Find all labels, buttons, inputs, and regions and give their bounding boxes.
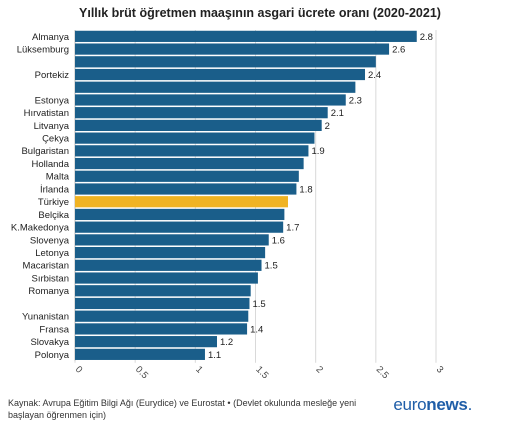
x-tick-label: 0.5 xyxy=(133,364,150,381)
category-label: Hollanda xyxy=(32,159,70,170)
bar xyxy=(75,208,285,221)
category-label: Estonya xyxy=(35,95,70,106)
data-label: 2.3 xyxy=(349,95,362,106)
bar xyxy=(75,157,304,170)
bar xyxy=(75,119,322,131)
bar xyxy=(75,336,217,348)
data-label: 1.9 xyxy=(311,146,324,157)
bar xyxy=(75,310,249,322)
bar xyxy=(75,170,299,182)
bar xyxy=(75,247,266,259)
x-axis-ticks: 0 0.5 1 1.5 2 2.5 3 xyxy=(73,364,446,381)
category-label: Macaristan xyxy=(23,261,69,272)
bar xyxy=(75,132,315,144)
data-label: 2.6 xyxy=(392,44,405,55)
data-label: 1.2 xyxy=(220,337,233,348)
bar xyxy=(75,145,309,157)
x-tick-label: 2 xyxy=(314,364,326,376)
x-tick-label: 3 xyxy=(434,364,446,376)
category-label: Lüksemburg xyxy=(17,44,69,55)
bar xyxy=(75,323,248,335)
brand-suffix: news xyxy=(426,395,468,414)
category-label: Almanya xyxy=(32,32,70,43)
x-tick-label: 0 xyxy=(73,364,85,376)
brand-prefix: euro xyxy=(393,395,427,414)
category-label: Slovakya xyxy=(30,337,69,348)
bar xyxy=(75,221,284,233)
bar xyxy=(75,107,328,119)
category-label: Belçika xyxy=(38,210,69,221)
category-label: Hırvatistan xyxy=(24,108,69,119)
x-tick-label: 2.5 xyxy=(374,364,391,381)
bar xyxy=(75,81,356,93)
bar xyxy=(75,285,251,297)
source-note: Kaynak: Avrupa Eğitim Bilgi Ağı (Eurydic… xyxy=(8,398,357,420)
bar xyxy=(75,56,376,68)
labels-layer: Almanya 2.8 Lüksemburg 2.6 Portekiz 2.4 Estony… xyxy=(11,32,433,361)
bar xyxy=(75,68,366,81)
category-label: Litvanya xyxy=(34,121,70,132)
category-label: Türkiye xyxy=(38,197,69,208)
bars-layer xyxy=(75,30,417,360)
category-label: Çekya xyxy=(42,134,70,145)
data-label: 1.5 xyxy=(252,299,265,310)
bar xyxy=(75,94,346,106)
category-label: Yunanistan xyxy=(22,312,69,323)
category-label: İrlanda xyxy=(40,184,70,195)
category-label: Romanya xyxy=(28,286,69,297)
data-label: 1.7 xyxy=(286,223,299,234)
data-label: 1.6 xyxy=(272,235,285,246)
chart-title: Yıllık brüt öğretmen maaşının asgari ücr… xyxy=(79,6,441,20)
category-label: Sırbistan xyxy=(32,273,70,284)
category-label: Slovenya xyxy=(30,235,70,246)
data-label: 1.1 xyxy=(208,350,221,361)
category-label: Letonya xyxy=(35,248,70,259)
data-label: 2.1 xyxy=(331,108,344,119)
category-label: Portekiz xyxy=(35,70,70,81)
category-label: Bulgaristan xyxy=(21,146,69,157)
category-label: Fransa xyxy=(39,324,69,335)
bar xyxy=(75,272,258,284)
data-label: 2 xyxy=(325,121,330,132)
bar xyxy=(75,30,417,42)
category-label: Polonya xyxy=(35,350,70,361)
bar xyxy=(75,234,269,246)
brand-dot: . xyxy=(467,395,473,414)
data-label: 1.5 xyxy=(265,261,278,272)
bar xyxy=(75,297,250,310)
bar xyxy=(75,259,262,271)
bar xyxy=(75,183,297,195)
data-label: 2.8 xyxy=(420,32,433,43)
data-label: 1.8 xyxy=(299,184,312,195)
data-label: 2.4 xyxy=(368,70,381,81)
data-label: 1.4 xyxy=(250,324,263,335)
category-label: K.Makedonya xyxy=(11,223,70,234)
category-label: Malta xyxy=(46,172,70,183)
x-tick-label: 1.5 xyxy=(253,364,270,381)
euronews-logo: euronews. xyxy=(393,395,472,415)
bar xyxy=(75,348,205,360)
bar xyxy=(75,43,390,55)
bar xyxy=(75,196,288,208)
x-tick-label: 1 xyxy=(193,364,205,376)
